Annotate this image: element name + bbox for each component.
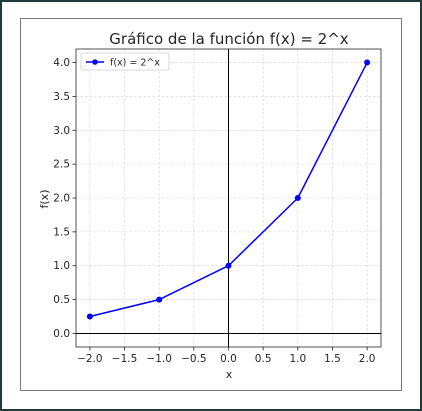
series-layer bbox=[86, 59, 371, 320]
data-point bbox=[364, 59, 371, 66]
x-tick-label: −2.0 bbox=[77, 353, 103, 365]
x-tick-label: 1.0 bbox=[289, 353, 306, 365]
x-tick-label: 1.5 bbox=[324, 353, 341, 365]
data-point bbox=[86, 313, 93, 320]
data-point bbox=[294, 195, 301, 201]
y-tick-label: 0.5 bbox=[53, 294, 70, 306]
axis-lines bbox=[76, 49, 381, 347]
y-tick-label: 2.0 bbox=[53, 193, 70, 205]
data-point bbox=[225, 262, 232, 269]
x-tick-label: 2.0 bbox=[359, 353, 376, 365]
data-point bbox=[156, 296, 163, 303]
y-axis-ticks: 0.0 0.5 1.0 1.5 2.0 2.5 3.0 3.5 4.0 bbox=[53, 57, 76, 340]
y-tick-label: 2.5 bbox=[53, 159, 70, 171]
x-tick-label: 0.0 bbox=[220, 353, 237, 365]
y-tick-label: 1.5 bbox=[53, 226, 70, 238]
x-tick-label: −0.5 bbox=[181, 353, 207, 365]
y-tick-label: 4.0 bbox=[53, 57, 70, 69]
chart-title: Gráfico de la función f(x) = 2^x bbox=[109, 30, 349, 48]
y-tick-label: 3.5 bbox=[53, 91, 70, 103]
x-tick-label: −1.0 bbox=[146, 353, 172, 365]
figure-border bbox=[20, 18, 402, 391]
x-axis-label: x bbox=[226, 368, 233, 381]
legend-box bbox=[80, 52, 170, 71]
legend-label: f(x) = 2^x bbox=[110, 57, 160, 68]
legend-marker bbox=[92, 59, 98, 65]
x-tick-label: 0.5 bbox=[255, 353, 272, 365]
y-tick-label: 3.0 bbox=[53, 125, 70, 137]
y-axis-label: f(x) bbox=[38, 190, 51, 209]
y-tick-label: 0.0 bbox=[53, 328, 70, 340]
y-tick-label: 1.0 bbox=[53, 260, 70, 272]
x-axis-ticks: −2.0 −1.5 −1.0 −0.5 0.0 0.5 1.0 1.5 2.0 bbox=[77, 347, 375, 365]
legend: f(x) = 2^x bbox=[80, 52, 170, 71]
x-tick-label: −1.5 bbox=[112, 353, 138, 365]
